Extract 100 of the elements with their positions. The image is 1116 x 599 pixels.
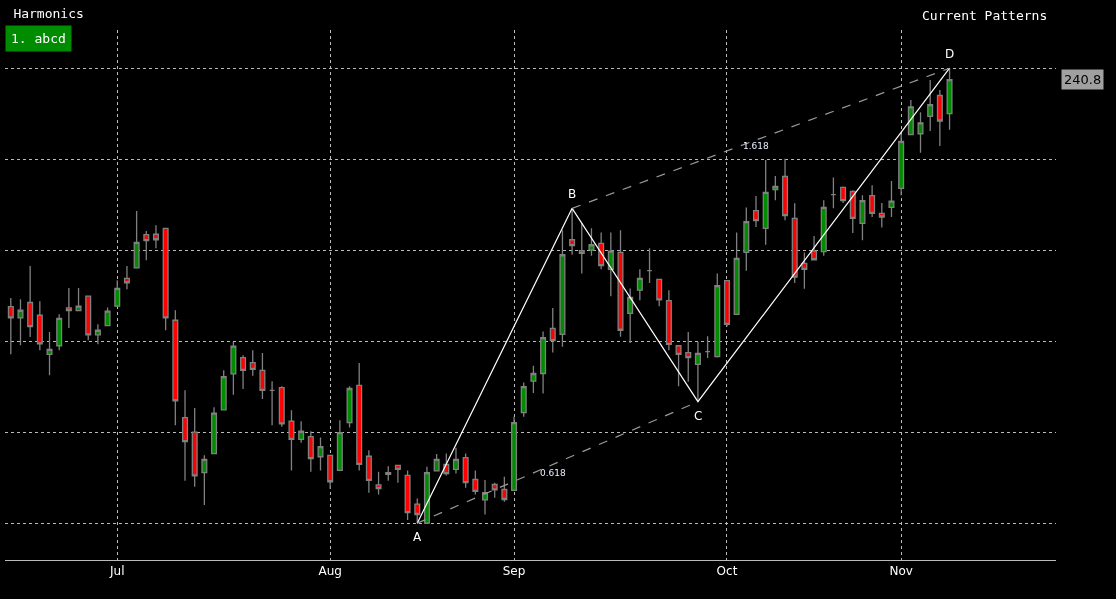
candlestick (927, 79, 934, 132)
candlestick (152, 224, 159, 250)
candlestick (511, 416, 518, 492)
annotation: 0.618 (540, 468, 567, 478)
candlestick (17, 298, 24, 346)
candlestick (627, 287, 634, 344)
candlestick (617, 229, 624, 338)
annotation: B (568, 187, 577, 201)
candlestick (462, 452, 469, 489)
candlestick (114, 279, 121, 307)
candlestick (75, 287, 82, 312)
candlestick (782, 158, 789, 221)
candlestick (452, 446, 459, 475)
candlestick (172, 309, 179, 426)
annotation: D (945, 47, 955, 61)
candlestick (569, 207, 576, 256)
candlestick (859, 194, 866, 241)
text: 1. abcd (11, 31, 66, 46)
candlestick (249, 349, 256, 377)
candlestick (375, 471, 382, 496)
candlestick (85, 295, 92, 341)
candlestick (733, 231, 740, 315)
candlestick (752, 195, 760, 228)
candlestick (27, 265, 34, 338)
candlestick (665, 289, 672, 351)
text: 240.8 (1064, 72, 1102, 87)
candlestick (46, 331, 53, 376)
candlestick (820, 199, 827, 257)
candlestick (762, 159, 769, 246)
candlestick (675, 344, 682, 387)
candlestick (162, 227, 169, 331)
candlestick (298, 420, 305, 444)
candlestick (917, 111, 924, 154)
candlestick (423, 466, 430, 524)
candlestick (791, 202, 798, 284)
candlestick (317, 436, 324, 472)
candlestick (936, 89, 943, 147)
candlestick (104, 306, 111, 327)
candlestick (143, 230, 150, 261)
candlestick (356, 362, 363, 472)
x-tick-label: Nov (889, 564, 913, 579)
candlestick (849, 189, 856, 234)
candlestick (520, 381, 527, 418)
candlestick (530, 365, 537, 394)
candlestick (907, 99, 914, 136)
candlestick (220, 369, 227, 411)
candlestick (743, 206, 750, 272)
candlestick (898, 133, 905, 196)
candlestick (65, 287, 72, 329)
candlestick (888, 180, 895, 218)
candlestick (830, 176, 837, 209)
candlestick (133, 210, 140, 269)
candlestick (481, 479, 489, 516)
annotation: 1.618 (743, 141, 770, 151)
chart-title: Harmonics (13, 6, 84, 22)
x-tick-label: Jul (109, 564, 125, 579)
x-tick-label: Oct (716, 564, 738, 579)
candlestick (685, 331, 692, 383)
candlestick (327, 454, 334, 490)
candlestick (646, 247, 653, 284)
candlestick (7, 297, 14, 356)
candlestick (878, 202, 885, 229)
candlestick (365, 449, 372, 494)
candlestick (656, 278, 663, 307)
candlestick (704, 335, 711, 359)
candlestick (501, 476, 508, 503)
candlestick (549, 307, 556, 354)
candlestick (801, 251, 808, 290)
candlestick (472, 469, 479, 496)
candlestick (240, 354, 247, 390)
candlestick (607, 231, 614, 297)
candlestick (94, 323, 101, 346)
x-tick-label: Aug (318, 564, 342, 579)
candlestick (123, 265, 130, 290)
candlestick (772, 175, 779, 201)
candlestick (269, 380, 276, 426)
candlestick (181, 389, 189, 482)
candlestick (278, 385, 285, 428)
candlestick (307, 430, 314, 473)
annotation: C (694, 409, 703, 423)
candlestick (694, 340, 701, 403)
candlestick (394, 464, 401, 484)
candlestick (385, 465, 392, 482)
candlestick (588, 227, 595, 257)
candlestick (559, 229, 566, 348)
candlestick (714, 272, 721, 359)
candlestick (723, 279, 730, 328)
candlestick (433, 453, 440, 472)
candlestick (201, 454, 208, 506)
candlestick (336, 419, 343, 472)
candlestick (540, 330, 547, 395)
candlestick (598, 231, 605, 270)
candlestick (288, 409, 295, 472)
candlestick (811, 235, 818, 261)
candlestick (946, 67, 953, 131)
annotation: A (413, 530, 422, 544)
candlestick (191, 407, 198, 488)
candlestick (346, 385, 353, 429)
candlestick (414, 497, 421, 524)
x-tick-label: Sep (502, 564, 526, 579)
